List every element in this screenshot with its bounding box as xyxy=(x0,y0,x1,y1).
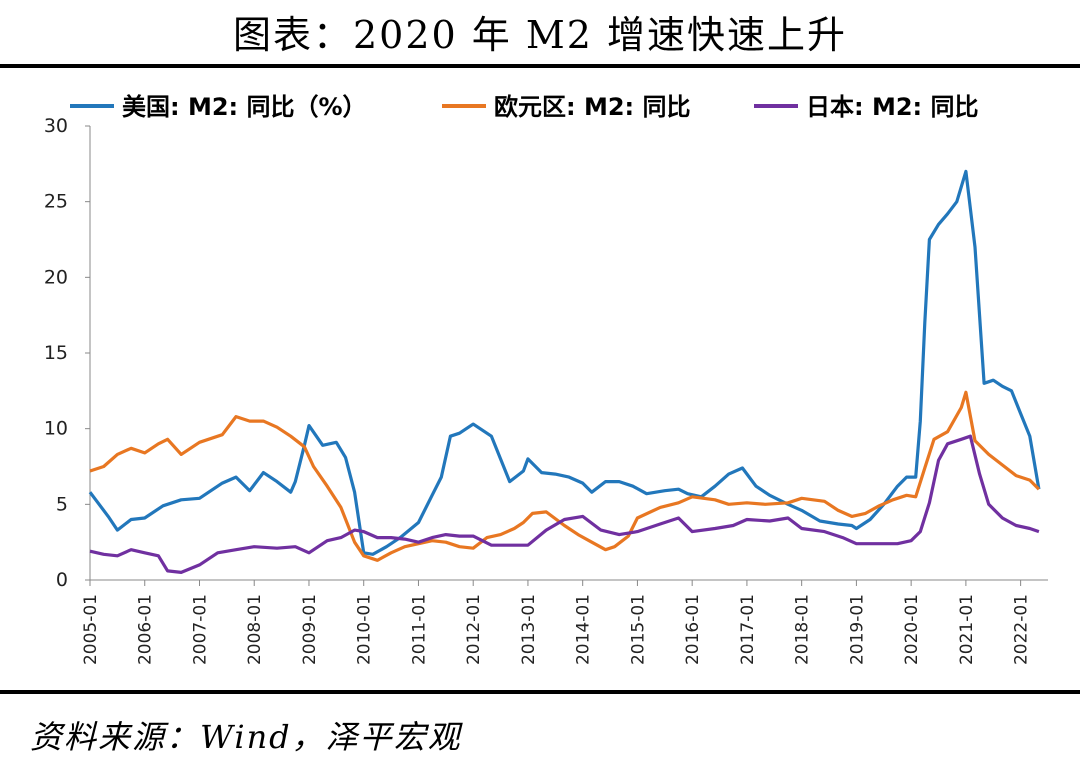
x-tick-label: 2022-01 xyxy=(1012,594,1032,665)
legend-label-1: 欧元区: M2: 同比 xyxy=(494,93,691,121)
x-tick-label: 2013-01 xyxy=(519,594,539,665)
x-tick-label: 2014-01 xyxy=(574,594,594,665)
x-tick-label: 2007-01 xyxy=(190,594,210,665)
y-axis: 0 5 10 15 20 25 30 xyxy=(44,115,91,591)
series-lines xyxy=(88,169,1041,574)
source-note: 资料来源：Wind，泽平宏观 xyxy=(30,718,462,756)
x-tick-label: 2011-01 xyxy=(409,594,429,665)
x-tick-label: 2006-01 xyxy=(136,594,156,665)
x-tick-label: 2009-01 xyxy=(300,594,320,665)
y-tick-label: 10 xyxy=(44,418,68,440)
x-tick-label: 2019-01 xyxy=(847,594,867,665)
x-tick-label: 2015-01 xyxy=(628,594,648,665)
chart-legend: 美国: M2: 同比（%） 欧元区: M2: 同比 日本: M2: 同比 xyxy=(70,93,979,121)
x-tick-label: 2010-01 xyxy=(355,594,375,665)
x-axis: 2005-01 2006-01 2007-01 2008-01 2009-01 2010-… xyxy=(81,579,1048,665)
x-tick-label: 2018-01 xyxy=(793,594,813,665)
y-tick-label: 5 xyxy=(56,493,68,515)
legend-label-2: 日本: M2: 同比 xyxy=(806,93,979,121)
series-line-0 xyxy=(88,169,1041,556)
y-tick-label: 20 xyxy=(44,266,68,288)
top-rule xyxy=(0,64,1080,68)
chart-title: 图表：2020 年 M2 增速快速上升 xyxy=(232,13,848,57)
line-chart: 美国: M2: 同比（%） 欧元区: M2: 同比 日本: M2: 同比 0 5 10 1… xyxy=(44,93,1048,665)
series-line-1 xyxy=(89,390,1041,562)
y-tick-label: 15 xyxy=(44,342,68,364)
x-tick-label: 2021-01 xyxy=(957,594,977,665)
x-tick-label: 2008-01 xyxy=(245,594,265,665)
bottom-rule xyxy=(0,690,1080,694)
y-tick-label: 25 xyxy=(44,191,68,213)
legend-label-0: 美国: M2: 同比（%） xyxy=(122,93,367,121)
x-tick-label: 2017-01 xyxy=(738,594,758,665)
x-tick-label: 2020-01 xyxy=(902,594,922,665)
y-tick-label: 0 xyxy=(56,569,68,591)
x-tick-label: 2016-01 xyxy=(683,594,703,665)
y-tick-label: 30 xyxy=(44,115,68,137)
x-tick-label: 2005-01 xyxy=(81,594,101,665)
x-tick-label: 2012-01 xyxy=(464,594,484,665)
series-line-2 xyxy=(89,434,1040,574)
